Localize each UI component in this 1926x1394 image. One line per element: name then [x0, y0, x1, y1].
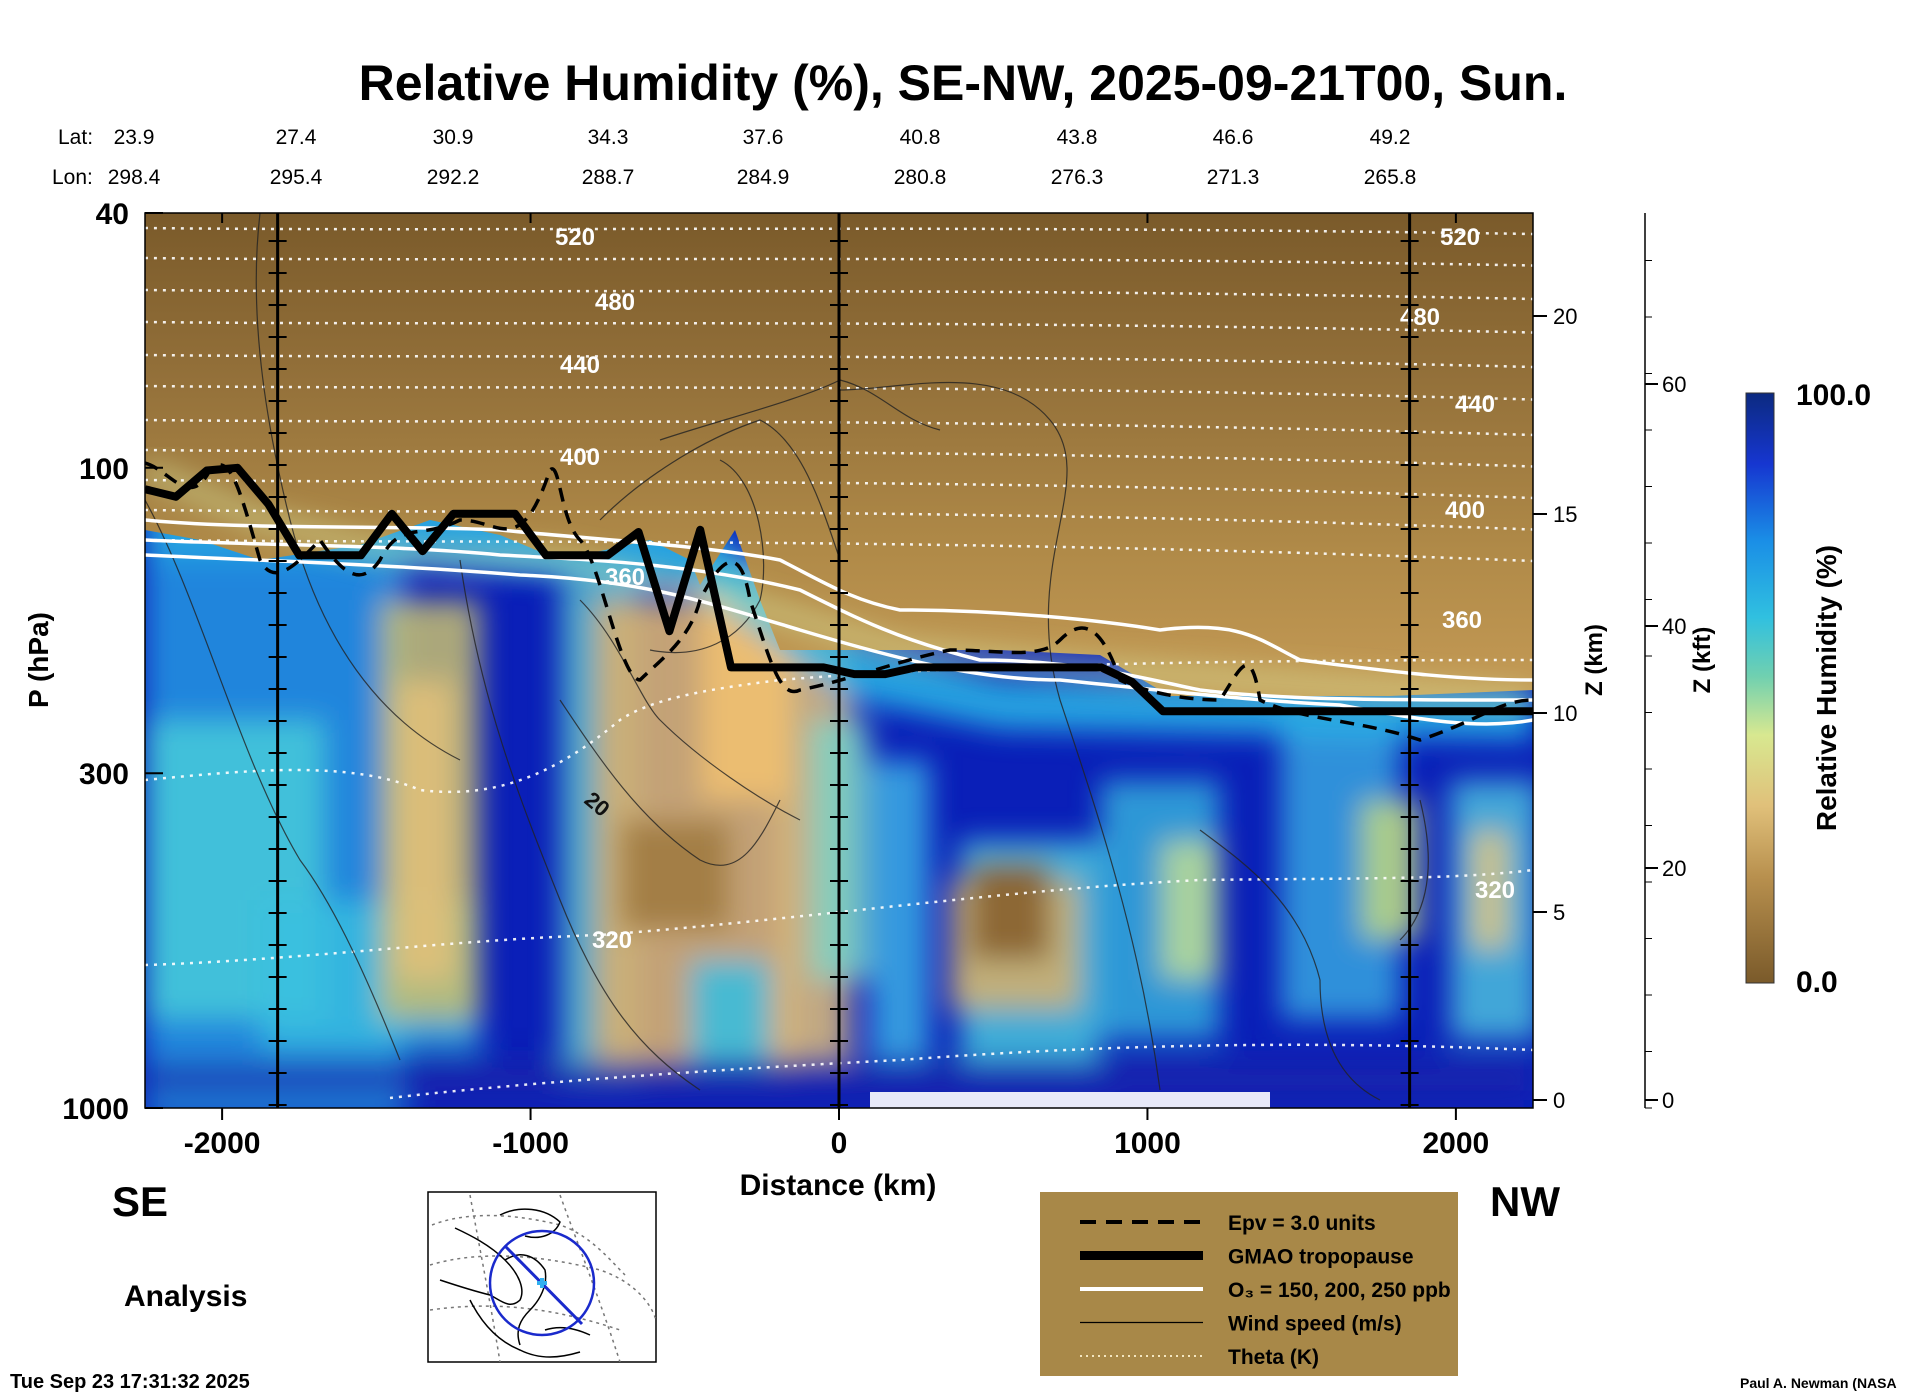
theta-isentrope [145, 448, 1533, 468]
theta-label: 520 [1440, 224, 1480, 251]
theta-isentrope [145, 288, 1533, 301]
y-tick-label: 40 [96, 198, 129, 231]
z-kft-tick-label: 0 [1662, 1088, 1674, 1113]
x-tick-label: 0 [831, 1127, 848, 1160]
lat-label: Lat: [58, 126, 93, 149]
lat-value: 34.3 [588, 126, 629, 149]
lon-value: 265.8 [1364, 166, 1417, 189]
z-km-tick-label: 5 [1553, 900, 1565, 925]
z-km-tick-label: 15 [1553, 502, 1577, 527]
legend-label: GMAO tropopause [1228, 1246, 1414, 1269]
x-tick-label: 1000 [1114, 1127, 1181, 1160]
theta-label: 520 [555, 224, 595, 251]
theta-isentrope [145, 320, 1533, 334]
theta-isentrope [389, 1043, 1533, 1100]
z-kft-axis: 0 20 40 60 [1644, 213, 1686, 1113]
legend-label: Wind speed (m/s) [1228, 1313, 1402, 1336]
reference-vertical-lines [268, 213, 1419, 1108]
colorbar-title: Relative Humidity (%) [1811, 545, 1842, 831]
z-km-tick-label: 20 [1553, 304, 1577, 329]
se-direction-label: SE [112, 1178, 168, 1225]
legend-label: Theta (K) [1228, 1346, 1319, 1369]
z-km-tick-label: 0 [1553, 1088, 1565, 1113]
z-km-tick-label: 10 [1553, 701, 1577, 726]
theta-isentrope [145, 868, 1533, 967]
colorbar-max-label: 100.0 [1796, 379, 1871, 412]
theta-isentrope [145, 538, 1533, 563]
lat-values: 23.9 27.4 30.9 34.3 37.6 40.8 43.8 46.6 49.2 [114, 126, 1411, 149]
inset-map [427, 1191, 657, 1363]
wind-speed-contours [145, 213, 1429, 1101]
theta-isentrope [145, 478, 1533, 500]
x-tick-label: -1000 [492, 1127, 569, 1160]
z-km-axis: 0 5 10 15 20 [1533, 304, 1577, 1113]
z-kft-tick-label: 40 [1662, 614, 1686, 639]
x-axis-ticks: -2000 -1000 0 1000 2000 [184, 213, 1490, 1160]
lat-value: 30.9 [433, 126, 474, 149]
lon-value: 288.7 [582, 166, 635, 189]
theta-isentrope [145, 384, 1533, 401]
y-axis-ticks: 40 100 300 1000 [62, 198, 163, 1126]
theta-label: 480 [1400, 304, 1440, 331]
chart-title: Relative Humidity (%), SE-NW, 2025-09-21… [359, 55, 1568, 111]
x-tick-label: -2000 [184, 1127, 261, 1160]
legend-label: Epv = 3.0 units [1228, 1212, 1376, 1235]
lon-value: 276.3 [1051, 166, 1104, 189]
theta-label: 400 [1445, 497, 1485, 524]
epv-contour [145, 461, 1533, 742]
lon-value: 298.4 [108, 166, 161, 189]
z-kft-tick-label: 60 [1662, 372, 1686, 397]
analysis-label: Analysis [124, 1280, 247, 1313]
x-tick-label: 2000 [1423, 1127, 1490, 1160]
timestamp-label: Tue Sep 23 17:31:32 2025 [10, 1371, 250, 1393]
legend-label: O₃ = 150, 200, 250 ppb [1228, 1279, 1451, 1302]
lon-value: 280.8 [894, 166, 947, 189]
lat-value: 23.9 [114, 126, 155, 149]
lon-label: Lon: [52, 166, 93, 189]
theta-label: 440 [560, 352, 600, 379]
lat-value: 49.2 [1370, 126, 1411, 149]
theta-isentrope [145, 658, 1533, 794]
theta-isentrope [145, 418, 1533, 437]
theta-isentrope [145, 256, 1533, 267]
lon-values: 298.4 295.4 292.2 288.7 284.9 280.8 276.3 271.3… [108, 166, 1417, 189]
theta-isentrope [145, 226, 1533, 236]
credit-label: Paul A. Newman (NASA [1740, 1375, 1897, 1391]
lon-value: 292.2 [427, 166, 480, 189]
colorbar [1745, 392, 1775, 984]
lon-value: 284.9 [737, 166, 790, 189]
z-kft-tick-label: 20 [1662, 856, 1686, 881]
z-km-axis-label: Z (km) [1581, 624, 1608, 696]
lat-value: 37.6 [743, 126, 784, 149]
z-kft-axis-label: Z (kft) [1689, 627, 1716, 694]
theta-label: 360 [605, 564, 645, 591]
theta-label: 480 [595, 289, 635, 316]
nw-direction-label: NW [1490, 1178, 1560, 1225]
lat-value: 27.4 [276, 126, 317, 149]
legend-box: Epv = 3.0 units GMAO tropopause O₃ = 150, … [1040, 1192, 1458, 1376]
y-axis-label: P (hPa) [23, 612, 54, 708]
theta-label: 320 [592, 927, 632, 954]
lat-value: 40.8 [900, 126, 941, 149]
lon-value: 271.3 [1207, 166, 1260, 189]
lon-value: 295.4 [270, 166, 323, 189]
lat-value: 43.8 [1057, 126, 1098, 149]
theta-isentrope [145, 353, 1533, 369]
y-tick-label: 300 [79, 758, 129, 791]
colorbar-min-label: 0.0 [1796, 966, 1838, 999]
lat-value: 46.6 [1213, 126, 1254, 149]
theta-label: 360 [1442, 607, 1482, 634]
theta-isentrope [145, 508, 1533, 531]
y-tick-label: 100 [79, 453, 129, 486]
theta-label: 440 [1455, 391, 1495, 418]
x-axis-label: Distance (km) [740, 1169, 937, 1202]
theta-label: 320 [1475, 877, 1515, 904]
y-tick-label: 1000 [62, 1093, 129, 1126]
theta-label: 400 [560, 444, 600, 471]
